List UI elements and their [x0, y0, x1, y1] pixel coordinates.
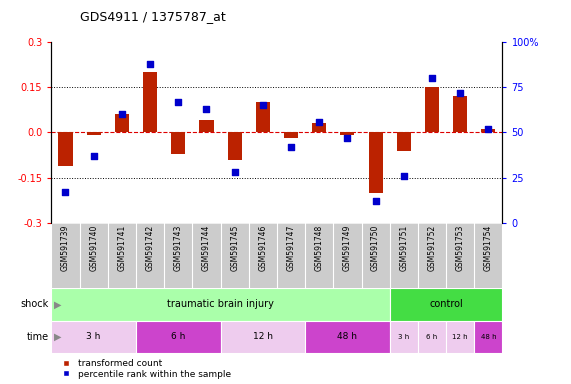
Text: GSM591750: GSM591750 — [371, 225, 380, 271]
Bar — [340, 132, 355, 136]
Text: GSM591744: GSM591744 — [202, 225, 211, 271]
Text: shock: shock — [21, 299, 49, 310]
Bar — [390, 321, 418, 353]
Text: GSM591742: GSM591742 — [146, 225, 155, 271]
Bar — [143, 72, 157, 132]
Point — [287, 144, 296, 150]
Text: 48 h: 48 h — [337, 333, 357, 341]
Text: GSM591739: GSM591739 — [61, 225, 70, 271]
Text: control: control — [429, 299, 463, 310]
Text: GDS4911 / 1375787_at: GDS4911 / 1375787_at — [80, 10, 226, 23]
Bar — [256, 103, 270, 132]
Point — [371, 198, 380, 204]
Bar — [199, 121, 214, 132]
Point — [146, 61, 155, 67]
Text: GSM591754: GSM591754 — [484, 225, 493, 271]
Text: ▶: ▶ — [54, 332, 62, 342]
Bar — [425, 88, 439, 132]
Text: GSM591748: GSM591748 — [315, 225, 324, 271]
Text: GSM591745: GSM591745 — [230, 225, 239, 271]
Text: GSM591746: GSM591746 — [258, 225, 267, 271]
Text: 12 h: 12 h — [452, 334, 468, 340]
Text: GSM591740: GSM591740 — [89, 225, 98, 271]
Bar — [418, 321, 446, 353]
Point — [315, 119, 324, 125]
Point — [230, 169, 239, 175]
Point — [456, 90, 465, 96]
Text: 3 h: 3 h — [398, 334, 409, 340]
Bar — [368, 132, 383, 193]
Text: time: time — [26, 332, 49, 342]
Bar — [390, 288, 502, 321]
Point — [202, 106, 211, 112]
Bar — [115, 114, 129, 132]
Point — [428, 75, 437, 81]
Point — [399, 173, 408, 179]
Text: GSM591747: GSM591747 — [287, 225, 296, 271]
Bar — [305, 321, 389, 353]
Bar — [481, 129, 496, 132]
Bar — [446, 321, 475, 353]
Text: traumatic brain injury: traumatic brain injury — [167, 299, 274, 310]
Bar — [87, 132, 100, 136]
Legend: transformed count, percentile rank within the sample: transformed count, percentile rank withi… — [56, 358, 232, 379]
Point — [174, 99, 183, 105]
Text: 6 h: 6 h — [427, 334, 437, 340]
Bar — [397, 132, 411, 151]
Text: GSM591752: GSM591752 — [428, 225, 436, 271]
Bar — [171, 132, 186, 154]
Text: GSM591749: GSM591749 — [343, 225, 352, 271]
Point — [117, 111, 126, 118]
Text: ▶: ▶ — [54, 299, 62, 310]
Bar — [58, 132, 73, 166]
Bar — [284, 132, 298, 139]
Bar — [51, 321, 136, 353]
Text: GSM591743: GSM591743 — [174, 225, 183, 271]
Bar — [312, 124, 326, 132]
Bar — [220, 321, 305, 353]
Text: 12 h: 12 h — [253, 333, 273, 341]
Point — [61, 189, 70, 195]
Bar — [475, 321, 502, 353]
Text: GSM591753: GSM591753 — [456, 225, 465, 271]
Bar — [51, 288, 389, 321]
Point — [89, 153, 98, 159]
Text: 48 h: 48 h — [481, 334, 496, 340]
Bar — [136, 321, 220, 353]
Point — [258, 103, 267, 109]
Text: 3 h: 3 h — [86, 333, 101, 341]
Bar — [453, 96, 467, 132]
Text: GSM591751: GSM591751 — [399, 225, 408, 271]
Text: 6 h: 6 h — [171, 333, 186, 341]
Point — [484, 126, 493, 132]
Bar — [228, 132, 242, 160]
Text: GSM591741: GSM591741 — [118, 225, 126, 271]
Point — [343, 135, 352, 141]
